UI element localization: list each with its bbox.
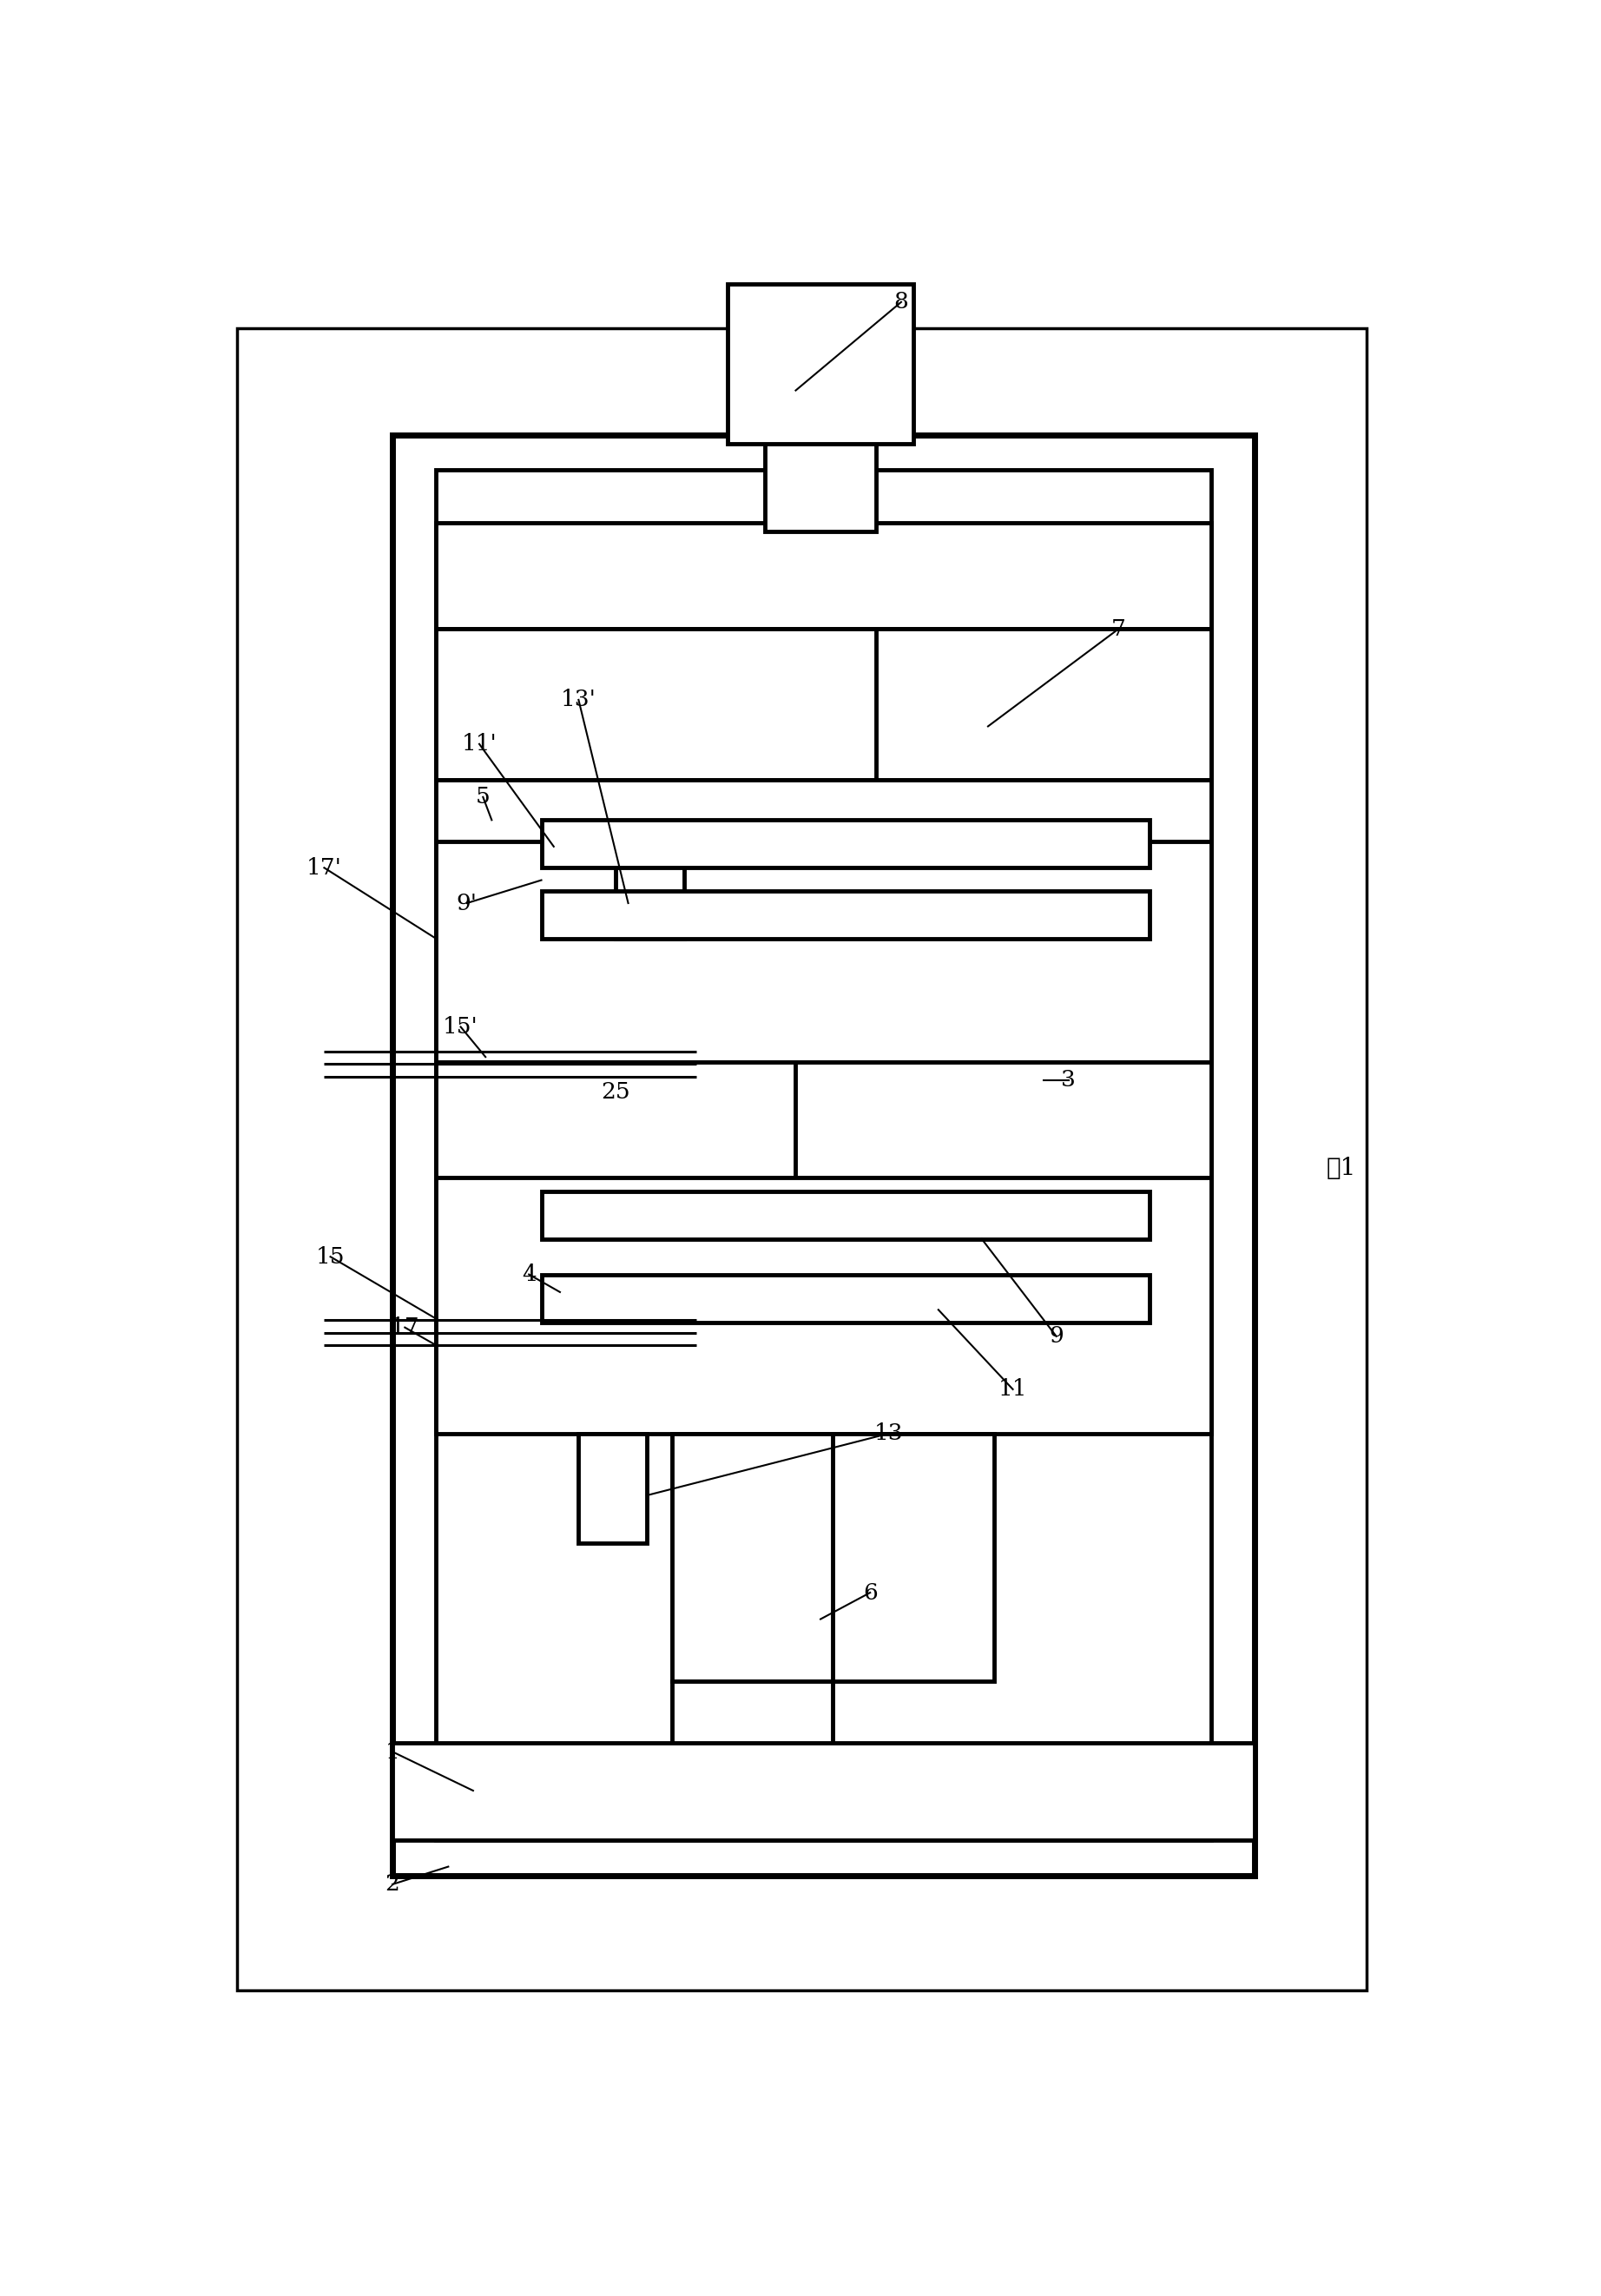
Text: 15': 15' [443, 1017, 479, 1038]
Text: 13: 13 [874, 1424, 903, 1444]
Text: 9': 9' [456, 893, 477, 914]
Polygon shape [435, 629, 1212, 778]
Polygon shape [541, 1192, 1150, 1240]
Text: 3: 3 [1061, 1070, 1076, 1091]
Text: 5: 5 [475, 785, 490, 808]
Polygon shape [672, 1433, 994, 1681]
Polygon shape [435, 471, 1212, 1839]
Polygon shape [392, 434, 1255, 1876]
Text: 25: 25 [602, 1081, 631, 1102]
Text: 17': 17' [306, 856, 343, 879]
Polygon shape [616, 840, 684, 939]
Polygon shape [765, 443, 876, 533]
Text: 2: 2 [386, 1874, 400, 1894]
Text: 1: 1 [386, 1740, 400, 1763]
Polygon shape [672, 1681, 833, 1839]
Polygon shape [435, 778, 1212, 840]
Text: 13': 13' [560, 689, 596, 712]
Polygon shape [435, 1063, 1212, 1178]
Polygon shape [435, 523, 1212, 629]
Text: 图1: 图1 [1327, 1157, 1356, 1180]
Polygon shape [435, 840, 1212, 1063]
Polygon shape [435, 1178, 1212, 1433]
Polygon shape [541, 1274, 1150, 1322]
Text: 9: 9 [1049, 1325, 1063, 1348]
Polygon shape [727, 285, 914, 443]
Text: 11': 11' [461, 732, 496, 755]
Text: 11: 11 [999, 1378, 1028, 1401]
Polygon shape [237, 328, 1367, 1991]
Polygon shape [541, 820, 1150, 868]
Polygon shape [392, 1743, 1255, 1839]
Polygon shape [578, 1433, 647, 1543]
Text: 7: 7 [1111, 618, 1126, 641]
Text: 17: 17 [391, 1316, 419, 1339]
Text: 6: 6 [863, 1582, 877, 1603]
Text: 8: 8 [893, 292, 908, 312]
Text: 15: 15 [315, 1247, 344, 1267]
Polygon shape [541, 891, 1150, 939]
Text: 4: 4 [522, 1263, 536, 1286]
